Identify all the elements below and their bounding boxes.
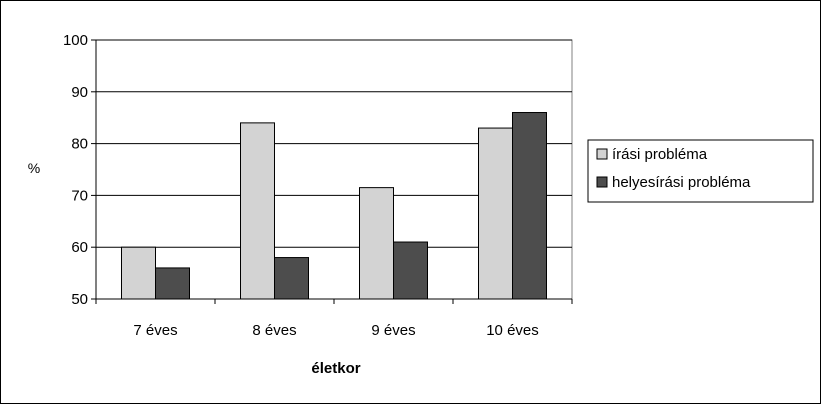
y-tick-label-100: 100 xyxy=(63,32,88,49)
x-tick-label-1: 7 éves xyxy=(133,322,177,339)
bars xyxy=(121,112,547,300)
bar-1-2 xyxy=(240,122,275,300)
tick-labels: 50 60 70 80 90 100 7 éves 8 éves 9 éves 10 éves xyxy=(63,32,539,339)
bar-1-4 xyxy=(478,127,513,300)
x-tick-label-3: 9 éves xyxy=(371,322,415,339)
y-tick-label-60: 60 xyxy=(71,239,88,256)
y-tick-label-80: 80 xyxy=(71,136,88,153)
y-tick-label-70: 70 xyxy=(71,187,88,204)
y-tick-label-50: 50 xyxy=(71,291,88,308)
bar-1-3 xyxy=(359,187,394,300)
gridlines xyxy=(96,39,572,248)
bar-2-4 xyxy=(512,112,547,300)
x-tick-label-2: 8 éves xyxy=(252,322,296,339)
bar-2-1 xyxy=(155,267,190,300)
y-tick-label-90: 90 xyxy=(71,84,88,101)
bar-2-3 xyxy=(393,241,428,300)
legend-label-2: helyesírási probléma xyxy=(612,174,751,191)
y-axis-title: % xyxy=(28,160,40,176)
legend-box xyxy=(587,139,814,203)
legend: írási probléma helyesírási probléma xyxy=(587,139,814,203)
bar-1-1 xyxy=(121,246,156,300)
bar-2-2 xyxy=(274,257,309,300)
legend-swatch-1 xyxy=(596,148,608,160)
axes xyxy=(91,39,573,304)
legend-swatch-2 xyxy=(596,176,608,188)
legend-label-1: írási probléma xyxy=(612,146,708,163)
x-axis-title: életkor xyxy=(311,360,360,377)
x-tick-label-4: 10 éves xyxy=(486,322,539,339)
